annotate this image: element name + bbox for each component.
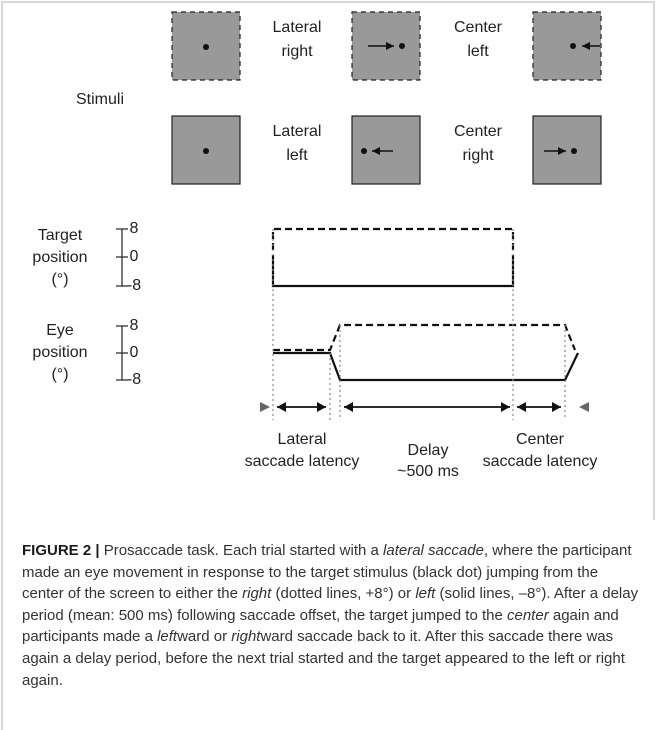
arrow-head <box>552 402 561 412</box>
interval-label: saccade latency <box>245 453 360 470</box>
interval-label: Center <box>516 431 565 448</box>
stimulus-label: right <box>462 147 494 164</box>
interval-label: ~500 ms <box>397 463 459 480</box>
axis-label: (°) <box>51 271 68 288</box>
eye-left <box>273 351 579 382</box>
axis-label: position <box>32 249 87 266</box>
axis-tick-label: 8 <box>130 220 139 237</box>
axis-tick-label: -8 <box>127 371 141 388</box>
arrow-head <box>501 402 510 412</box>
stimulus-label: Lateral <box>273 19 322 36</box>
axis-label: position <box>32 344 87 361</box>
interval-label: saccade latency <box>483 453 598 470</box>
eye-right <box>273 323 577 352</box>
caption-text: right <box>242 585 272 603</box>
stimuli-label: Stimuli <box>76 91 124 108</box>
arrow-head <box>344 402 353 412</box>
arrow-head <box>372 147 380 155</box>
target-dot <box>361 148 367 154</box>
caption-text: , where the participant made an eye move… <box>22 542 632 603</box>
caption-text: center <box>507 606 549 624</box>
stimulus-label: left <box>467 43 489 60</box>
target-dot <box>399 43 405 49</box>
caption-text: ward or <box>177 628 232 646</box>
caption-text: (dotted lines, +8°) or <box>271 585 416 603</box>
axis-tick-label: 8 <box>130 317 139 334</box>
arrow-head <box>579 402 589 412</box>
arrow-head <box>582 42 590 50</box>
stimulus-label: right <box>281 43 313 60</box>
caption-text: right <box>231 628 261 646</box>
axis-tick-label: -8 <box>127 277 141 294</box>
caption-text: left <box>415 585 436 603</box>
arrow-head <box>386 42 394 50</box>
target-left <box>271 255 515 288</box>
target-right <box>271 227 515 252</box>
axis-tick-label: 0 <box>130 248 139 265</box>
caption-text: left <box>157 628 178 646</box>
caption-label: FIGURE 2 | <box>22 542 100 559</box>
axis-label: (°) <box>51 366 68 383</box>
target-dot <box>203 44 209 50</box>
arrow-head <box>558 147 566 155</box>
axis-label: Eye <box>46 322 74 339</box>
caption-text: lateral saccade <box>383 542 484 559</box>
interval-label: Lateral <box>278 431 327 448</box>
caption: FIGURE 2 | Prosaccade task. Each trial s… <box>22 540 640 691</box>
caption-text: ward saccade back to it. After this sacc… <box>22 628 625 689</box>
axis-tick-label: 0 <box>130 344 139 361</box>
stimulus-square <box>532 115 602 185</box>
axis-label: Target <box>38 227 83 244</box>
arrow-head <box>317 402 326 412</box>
target-dot <box>571 148 577 154</box>
arrow-head <box>277 402 286 412</box>
target-dot <box>570 43 576 49</box>
stimulus-label: Center <box>454 123 503 140</box>
stimulus-label: left <box>286 147 308 164</box>
interval-label: Delay <box>408 442 449 459</box>
caption-text: Prosaccade task. Each trial started with… <box>99 542 384 559</box>
stimulus-label: Lateral <box>273 123 322 140</box>
caption-text: again and participants made a <box>22 606 619 646</box>
stimulus-label: Center <box>454 19 503 36</box>
arrow-head <box>517 402 526 412</box>
target-dot <box>203 148 209 154</box>
arrow-head <box>260 402 270 412</box>
caption-text: (solid lines, –8°). After a delay period… <box>22 585 639 624</box>
